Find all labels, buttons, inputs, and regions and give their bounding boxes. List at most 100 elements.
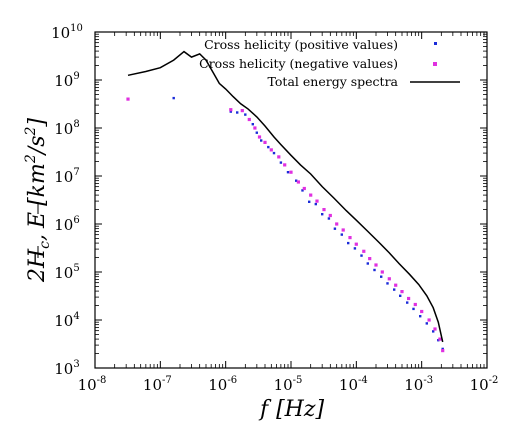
data-point-negative	[354, 242, 358, 246]
data-point-negative	[126, 97, 130, 101]
data-point-negative	[315, 199, 319, 203]
x-tick-label: 10-6	[208, 375, 237, 394]
y-tick-label: 107	[54, 167, 79, 186]
legend-marker-positive	[434, 42, 437, 45]
data-point-positive	[327, 217, 331, 220]
data-point-negative	[420, 309, 424, 314]
data-point-negative	[413, 302, 417, 307]
y-tick-label: 108	[54, 119, 79, 138]
y-label-unit-mid: /s	[25, 136, 50, 157]
data-point-negative	[328, 213, 332, 218]
y-tick-label: 106	[54, 215, 79, 234]
data-point-positive	[267, 145, 270, 149]
data-point-negative	[296, 180, 300, 184]
data-point-negative	[394, 283, 398, 287]
data-point-negative	[240, 109, 244, 113]
data-point-positive	[255, 131, 258, 134]
data-point-positive	[340, 233, 343, 236]
y-tick-label: 104	[54, 311, 79, 330]
legend-marker-negative	[433, 62, 437, 66]
data-point-positive	[301, 189, 304, 192]
x-axis-title: f [Hz]	[258, 397, 325, 422]
data-point-positive	[229, 110, 232, 113]
y-tick-label: 103	[54, 359, 79, 378]
axis-ticks: 10-8 10-7 10-6 10-5 10-4 10-3 10-2 103 104 105 106…	[51, 23, 498, 394]
y-tick-label: 1010	[51, 23, 83, 42]
data-point-negative	[374, 263, 378, 267]
y-tick-label: 105	[54, 263, 79, 282]
data-point-positive	[373, 268, 376, 272]
y-label-unit-close: ]	[25, 118, 50, 128]
data-point-positive	[386, 282, 389, 285]
data-point-positive	[272, 151, 276, 155]
data-point-negative	[247, 117, 251, 122]
data-point-negative	[289, 170, 293, 174]
data-point-positive	[244, 113, 247, 116]
data-point-positive	[380, 275, 383, 278]
data-point-positive	[406, 301, 409, 304]
y-tick-label: 109	[54, 71, 79, 90]
x-tick-label: 10-4	[339, 375, 368, 394]
data-point-negative	[322, 208, 326, 212]
data-point-negative	[341, 228, 345, 232]
data-point-positive	[286, 171, 290, 174]
data-point-positive	[279, 161, 283, 164]
y-axis-title: 2Hc,E[km2/s2]	[23, 118, 53, 283]
data-point-positive	[295, 179, 298, 182]
y-label-sub1: c	[37, 241, 53, 249]
y-label-unit-open: [km	[25, 163, 50, 206]
data-point-positive	[441, 347, 444, 351]
y-label-unit-exp2: 2	[23, 127, 39, 137]
data-point-negative	[348, 236, 352, 240]
data-point-negative	[229, 108, 233, 112]
data-point-positive	[366, 262, 369, 265]
legend-label-total: Total energy spectra	[268, 74, 399, 89]
y-label-var1: H	[25, 248, 50, 269]
y-label-unit-exp1: 2	[23, 154, 39, 164]
x-axis-var: f	[258, 397, 272, 422]
data-point-negative	[335, 222, 339, 226]
data-point-negative	[433, 327, 437, 331]
data-point-negative	[400, 290, 404, 294]
data-point-positive	[333, 227, 337, 230]
data-point-negative	[362, 249, 366, 253]
data-point-negative	[441, 349, 445, 353]
data-point-negative	[387, 277, 391, 281]
data-point-negative	[309, 193, 313, 197]
x-tick-label: 10-8	[78, 375, 107, 394]
data-point-positive	[321, 213, 324, 216]
data-point-positive	[412, 307, 415, 311]
data-point-negative	[438, 337, 442, 341]
data-point-positive	[360, 254, 363, 257]
data-point-positive	[432, 330, 435, 333]
data-point-positive	[425, 322, 428, 325]
data-point-negative	[277, 155, 281, 159]
y-label-sep: ,	[25, 234, 50, 241]
data-point-positive	[314, 202, 317, 206]
x-tick-label: 10-2	[470, 375, 499, 394]
x-axis-unit: [Hz]	[276, 397, 324, 422]
x-tick-label: 10-7	[143, 375, 172, 394]
data-point-positive	[172, 96, 175, 100]
data-point-positive	[260, 139, 263, 142]
data-point-negative	[257, 135, 262, 139]
data-point-positive	[347, 241, 350, 245]
y-label-prefix: 2	[25, 268, 50, 283]
data-point-negative	[269, 148, 273, 152]
x-tick-label: 10-5	[274, 375, 303, 394]
data-point-negative	[253, 126, 257, 130]
data-point-positive	[393, 288, 396, 291]
data-point-negative	[283, 163, 287, 167]
series-layer	[126, 50, 445, 353]
x-tick-label: 10-3	[404, 375, 433, 394]
data-point-negative	[302, 186, 306, 191]
y-label-var2: E	[25, 212, 50, 229]
legend-label-positive: Cross helicity (positive values)	[204, 37, 398, 52]
data-point-negative	[427, 318, 431, 322]
series-line-total-energy	[127, 50, 444, 343]
data-point-positive	[236, 111, 239, 114]
data-point-negative	[380, 270, 384, 274]
data-point-positive	[399, 294, 402, 297]
data-point-negative	[368, 257, 372, 261]
